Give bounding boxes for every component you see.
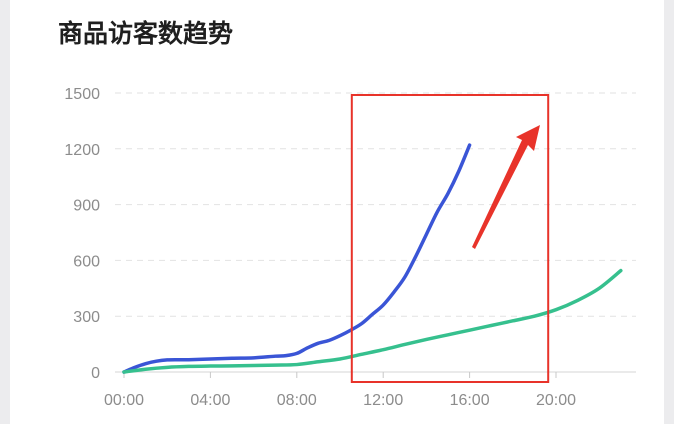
annotation-arrow bbox=[472, 125, 540, 249]
chart-title: 商品访客数趋势 bbox=[58, 19, 234, 48]
x-axis-ticks: 00:00 04:00 08:00 12:00 16:00 20:00 bbox=[104, 372, 576, 409]
y-tick-label: 600 bbox=[73, 253, 100, 270]
series-lines bbox=[122, 143, 623, 374]
y-tick-label: 300 bbox=[73, 309, 100, 326]
x-tick-label: 08:00 bbox=[277, 392, 317, 409]
series-line-1 bbox=[122, 143, 472, 374]
y-axis-ticks: 0 300 600 900 1200 1500 bbox=[64, 86, 100, 382]
y-tick-label: 900 bbox=[73, 198, 100, 215]
x-tick-label: 16:00 bbox=[450, 392, 490, 409]
series-line-2 bbox=[122, 268, 623, 374]
highlight-box bbox=[350, 94, 550, 383]
x-tick-label: 04:00 bbox=[190, 392, 230, 409]
y-tick-label: 1500 bbox=[64, 86, 100, 103]
x-tick-label: 00:00 bbox=[104, 392, 144, 409]
x-tick-label: 20:00 bbox=[536, 392, 576, 409]
x-tick-label: 12:00 bbox=[363, 392, 403, 409]
grid-lines bbox=[115, 92, 636, 373]
chart-card bbox=[10, 0, 664, 424]
y-tick-label: 1200 bbox=[64, 142, 100, 159]
annotations bbox=[350, 94, 550, 383]
y-tick-label: 0 bbox=[91, 365, 100, 382]
